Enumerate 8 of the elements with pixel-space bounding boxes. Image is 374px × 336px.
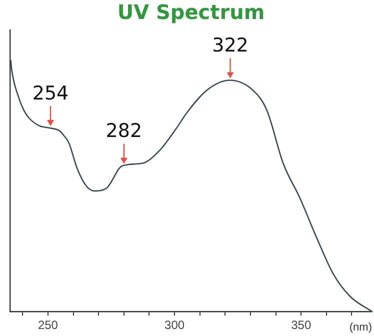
x-axis-title: (nm) (349, 322, 372, 334)
x-tick-label: 350 (291, 318, 312, 332)
annotation: 322 (212, 34, 248, 57)
x-tick-label: 300 (164, 318, 185, 332)
annotation: 254 (32, 82, 69, 104)
chart-title: UV Spectrum (117, 0, 265, 24)
x-tick-label: 250 (38, 318, 58, 332)
annotation: 282 (106, 120, 142, 142)
